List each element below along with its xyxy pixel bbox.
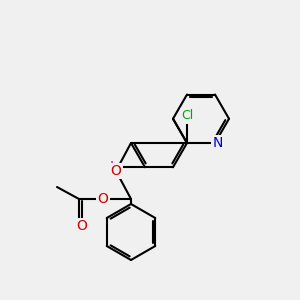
Text: I: I [110, 160, 114, 174]
Text: O: O [76, 219, 87, 233]
Text: O: O [111, 164, 122, 178]
Text: O: O [98, 192, 108, 206]
Text: Cl: Cl [181, 110, 193, 122]
Text: N: N [213, 136, 223, 150]
